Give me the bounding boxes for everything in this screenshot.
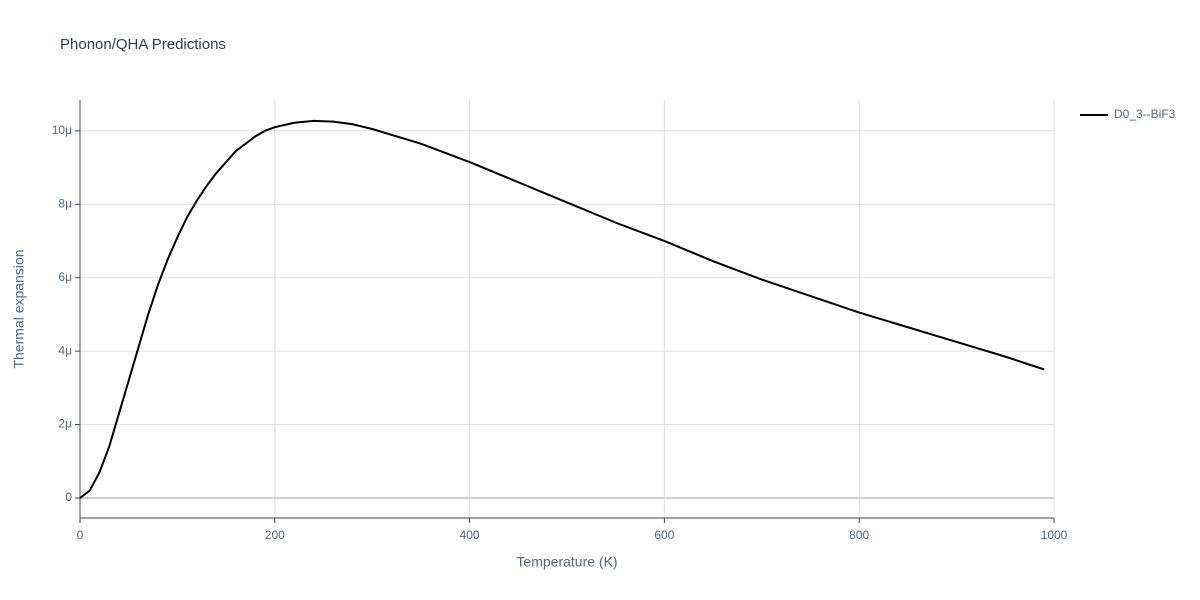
chart-title: Phonon/QHA Predictions [60,36,226,53]
line [79,119,1045,499]
y-tick-label: 6μ [58,270,72,284]
legend-label: D0_3--BiF3 [1114,107,1176,121]
x-tick-label: 400 [460,528,480,542]
y-tick-label: 4μ [58,343,72,357]
x-tick-label: 1000 [1041,528,1068,542]
y-tick-label: 0 [65,490,72,504]
y-tick-label: 8μ [58,196,72,210]
x-axis-label: Temperature (K) [516,554,617,570]
x-tick-label: 0 [77,528,84,542]
x-tick-label: 600 [654,528,674,542]
y-axis-label: Thermal expansion [11,249,27,368]
y-tick-label: 10μ [52,123,72,137]
x-tick-label: 800 [849,528,869,542]
x-tick-label: 200 [265,528,285,542]
y-tick-label: 2μ [58,417,72,431]
